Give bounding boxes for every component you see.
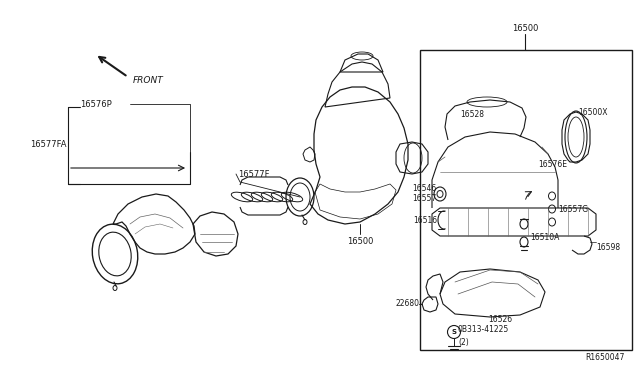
Text: 16528: 16528 xyxy=(460,109,484,119)
Text: 16516: 16516 xyxy=(413,215,437,224)
Text: (2): (2) xyxy=(458,337,468,346)
Text: 16557G: 16557G xyxy=(558,205,588,214)
Text: FRONT: FRONT xyxy=(133,76,164,84)
Text: 16576P: 16576P xyxy=(80,99,112,109)
Text: 16500: 16500 xyxy=(347,237,373,246)
Text: S: S xyxy=(451,329,456,335)
Text: 16526: 16526 xyxy=(488,314,512,324)
Text: 16500: 16500 xyxy=(512,23,538,32)
Text: 22680: 22680 xyxy=(395,299,419,308)
Text: 16577F: 16577F xyxy=(238,170,269,179)
Text: R1650047: R1650047 xyxy=(586,353,625,362)
Text: 16576E: 16576E xyxy=(538,160,567,169)
Text: 16546: 16546 xyxy=(412,183,436,192)
Text: 16577FA: 16577FA xyxy=(30,140,67,148)
Text: 16598: 16598 xyxy=(596,244,620,253)
Text: 16500X: 16500X xyxy=(578,108,607,116)
Text: 16510A: 16510A xyxy=(530,232,559,241)
Text: 0B313-41225: 0B313-41225 xyxy=(458,326,509,334)
Text: 16557: 16557 xyxy=(412,193,436,202)
